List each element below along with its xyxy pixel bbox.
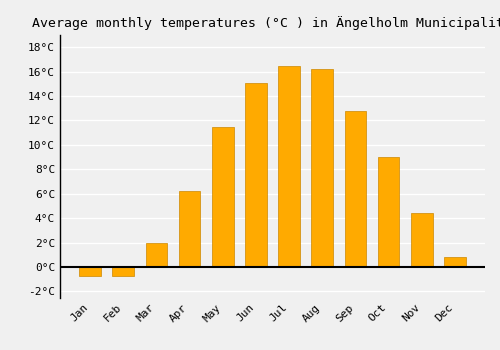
Bar [146,243,167,267]
Bar [212,127,234,267]
Bar [80,267,101,275]
Bar [411,213,432,267]
Bar [179,191,201,267]
Title: Average monthly temperatures (°C ) in Ängelholm Municipality: Average monthly temperatures (°C ) in Än… [32,16,500,30]
Bar [312,69,333,267]
Bar [112,267,134,275]
Bar [444,257,466,267]
Bar [278,65,300,267]
Bar [245,83,266,267]
Bar [378,157,400,267]
Bar [344,111,366,267]
